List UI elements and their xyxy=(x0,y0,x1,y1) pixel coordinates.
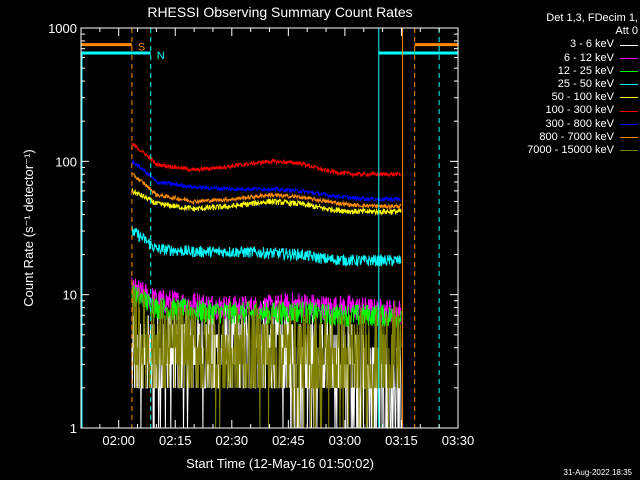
legend-entry: 800 - 7000 keV xyxy=(470,131,638,144)
legend-entry-label: 25 - 50 keV xyxy=(557,78,614,91)
legend-swatch xyxy=(620,136,638,138)
legend-entry-label: 6 - 12 keV xyxy=(563,51,614,64)
x-tick-label: 02:15 xyxy=(159,433,192,448)
legend-entry-label: 100 - 300 keV xyxy=(545,104,615,117)
x-tick-label: 02:00 xyxy=(102,433,135,448)
x-tick-label: 03:15 xyxy=(385,433,418,448)
x-tick-label: 02:30 xyxy=(216,433,249,448)
chart-title: RHESSI Observing Summary Count Rates xyxy=(147,4,412,20)
legend-entry: 12 - 25 keV xyxy=(470,65,638,78)
legend-entry: 100 - 300 keV xyxy=(470,104,638,117)
legend-swatch xyxy=(620,123,638,125)
legend-entry-label: 50 - 100 keV xyxy=(551,91,614,104)
legend: Det 1,3, FDecim 1, Att 0 3 - 6 keV 6 - 12… xyxy=(470,12,638,157)
legend-swatch xyxy=(620,70,638,72)
legend-swatch xyxy=(620,84,638,86)
y-axis-label: Count Rate (s⁻¹ detector⁻¹) xyxy=(21,149,36,307)
legend-entries: 3 - 6 keV 6 - 12 keV 12 - 25 keV 25 - 50 ke… xyxy=(470,38,638,157)
y-tick-label: 1000 xyxy=(48,21,77,36)
legend-entry: 7000 - 15000 keV xyxy=(470,144,638,157)
legend-entry: 25 - 50 keV xyxy=(470,78,638,91)
legend-swatch xyxy=(620,110,638,112)
legend-swatch xyxy=(620,150,638,152)
series-line-2 xyxy=(131,284,402,329)
axes: 02:00 02:15 02:30 02:45 03:00 03:15 03:30 1 10 10… xyxy=(48,21,474,448)
x-tick-label: 02:45 xyxy=(272,433,305,448)
legend-entry-label: 300 - 800 keV xyxy=(545,117,615,130)
legend-entry-label: 3 - 6 keV xyxy=(569,38,614,51)
series-line-7 xyxy=(131,172,402,211)
legend-swatch xyxy=(620,44,638,46)
legend-swatch xyxy=(620,57,638,59)
flag-S-label: S xyxy=(138,42,145,54)
legend-header-line1: Det 1,3, FDecim 1, xyxy=(546,12,638,24)
legend-swatch xyxy=(620,97,638,99)
y-tick-label: 10 xyxy=(63,288,77,303)
legend-header-line2: Att 0 xyxy=(615,25,638,38)
plot-area: SN xyxy=(81,28,458,429)
y-tick-label: 1 xyxy=(70,421,77,436)
series-line-4 xyxy=(131,188,402,216)
flag-N-label: N xyxy=(157,50,165,62)
legend-entry: 300 - 800 keV xyxy=(470,118,638,131)
x-axis-label: Start Time (12-May-16 01:50:02) xyxy=(186,456,374,471)
legend-entry-label: 12 - 25 keV xyxy=(557,64,614,77)
series-line-6 xyxy=(131,158,402,203)
legend-entry: 3 - 6 keV xyxy=(470,38,638,51)
x-tick-label: 03:00 xyxy=(329,433,362,448)
generation-timestamp: 31-Aug-2022 18:35 xyxy=(563,468,633,477)
legend-entry-label: 7000 - 15000 keV xyxy=(527,144,614,157)
series-line-3 xyxy=(131,225,402,268)
y-tick-label: 100 xyxy=(55,154,77,169)
x-tick-label: 03:30 xyxy=(442,433,475,448)
legend-entry: 50 - 100 keV xyxy=(470,91,638,104)
series-line-8 xyxy=(131,284,402,429)
legend-entry: 6 - 12 keV xyxy=(470,52,638,65)
series-line-5 xyxy=(131,142,402,178)
legend-entry-label: 800 - 7000 keV xyxy=(539,130,614,143)
